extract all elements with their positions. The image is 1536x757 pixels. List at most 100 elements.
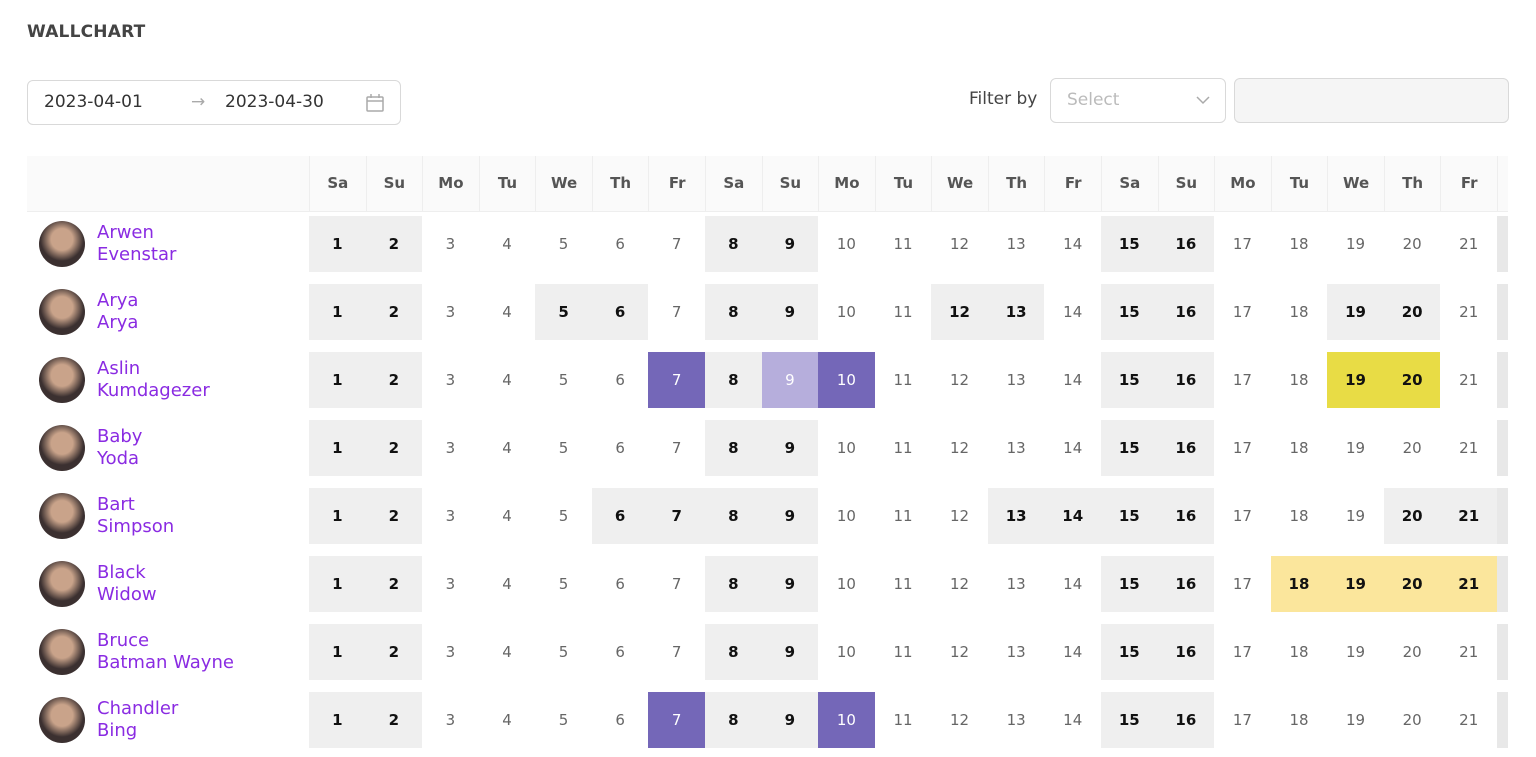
day-cell[interactable]: 16 [1157, 624, 1215, 680]
day-cell[interactable]: 8 [705, 488, 762, 544]
day-cell[interactable]: 6 [615, 371, 625, 389]
day-cell[interactable]: 2 [365, 420, 423, 476]
day-cell[interactable]: 3 [445, 439, 456, 457]
day-cell[interactable]: 5 [558, 235, 569, 253]
day-cell[interactable]: 6 [615, 711, 625, 729]
day-cell[interactable]: 7 [671, 575, 682, 593]
day-cell[interactable]: 16 [1157, 284, 1215, 340]
day-cell[interactable]: 16 [1157, 352, 1215, 408]
day-cell[interactable]: 11 [893, 643, 913, 661]
day-cell[interactable]: 19 [1346, 439, 1366, 457]
day-cell[interactable]: 6 [615, 235, 625, 253]
day-cell[interactable]: 19 [1327, 284, 1384, 340]
day-cell[interactable]: 4 [502, 439, 512, 457]
day-cell[interactable]: 9 [761, 556, 819, 612]
day-cell[interactable]: 21 [1440, 556, 1497, 612]
day-cell[interactable]: 10 [836, 303, 856, 321]
day-cell[interactable]: 20 [1383, 556, 1441, 612]
day-cell[interactable]: 1 [309, 284, 366, 340]
day-cell[interactable]: 6 [591, 488, 649, 544]
day-cell[interactable]: 20 [1402, 235, 1422, 253]
day-cell[interactable]: 6 [591, 284, 649, 340]
day-cell[interactable]: 18 [1289, 371, 1309, 389]
day-cell[interactable]: 19 [1346, 507, 1366, 525]
employee-name[interactable]: Chandler Bing [97, 698, 178, 742]
day-cell[interactable]: 3 [445, 711, 456, 729]
day-cell[interactable]: 5 [558, 711, 569, 729]
day-cell[interactable]: 6 [615, 643, 625, 661]
day-cell[interactable]: 16 [1157, 420, 1215, 476]
day-cell[interactable]: 19 [1327, 556, 1384, 612]
day-cell[interactable]: 9 [761, 420, 819, 476]
day-cell[interactable]: 4 [502, 235, 512, 253]
day-cell[interactable]: 17 [1232, 371, 1252, 389]
day-cell[interactable]: 4 [502, 507, 512, 525]
day-cell[interactable]: 9 [761, 488, 819, 544]
day-cell[interactable]: 12 [950, 235, 970, 253]
day-cell[interactable]: 15 [1101, 624, 1158, 680]
day-cell[interactable]: 7 [648, 488, 705, 544]
day-cell[interactable]: 17 [1232, 235, 1252, 253]
day-cell[interactable]: 20 [1383, 284, 1441, 340]
day-cell[interactable]: 2 [365, 352, 423, 408]
day-cell[interactable]: 14 [1063, 711, 1083, 729]
day-cell[interactable]: 2 [365, 624, 423, 680]
day-cell[interactable]: 3 [445, 575, 456, 593]
day-cell[interactable]: 2 [365, 216, 423, 272]
day-cell[interactable]: 17 [1232, 303, 1252, 321]
employee-name[interactable]: Bruce Batman Wayne [97, 630, 234, 674]
day-cell[interactable]: 8 [705, 284, 762, 340]
day-cell[interactable]: 2 [365, 556, 423, 612]
day-cell[interactable]: 20 [1383, 352, 1441, 408]
day-cell[interactable]: 8 [705, 556, 762, 612]
day-cell[interactable]: 7 [671, 303, 682, 321]
day-cell[interactable]: 11 [893, 711, 913, 729]
day-cell[interactable]: 12 [950, 439, 970, 457]
day-cell[interactable]: 11 [893, 439, 913, 457]
day-cell[interactable]: 4 [502, 371, 512, 389]
day-cell[interactable]: 18 [1289, 507, 1309, 525]
day-cell[interactable]: 5 [535, 284, 592, 340]
day-cell[interactable]: 10 [836, 575, 856, 593]
day-cell[interactable]: 13 [1006, 439, 1026, 457]
day-cell[interactable]: 15 [1101, 488, 1158, 544]
day-cell[interactable]: 18 [1289, 235, 1309, 253]
day-cell[interactable]: 21 [1440, 488, 1497, 544]
day-cell[interactable]: 10 [818, 352, 875, 408]
day-cell[interactable]: 11 [893, 235, 913, 253]
day-cell[interactable]: 10 [836, 439, 856, 457]
employee-name[interactable]: Arya Arya [97, 290, 138, 334]
day-cell[interactable]: 20 [1402, 711, 1422, 729]
day-cell[interactable]: 7 [648, 352, 705, 408]
day-cell[interactable]: 15 [1101, 352, 1158, 408]
day-cell[interactable]: 8 [705, 692, 762, 748]
day-cell[interactable]: 2 [365, 488, 423, 544]
date-range-picker[interactable]: 2023-04-01 → 2023-04-30 [27, 80, 401, 125]
day-cell[interactable]: 14 [1063, 575, 1083, 593]
day-cell[interactable]: 11 [893, 507, 913, 525]
day-cell[interactable]: 4 [502, 575, 512, 593]
day-cell[interactable]: 8 [705, 216, 762, 272]
day-cell[interactable]: 10 [836, 643, 856, 661]
day-cell[interactable]: 3 [445, 371, 456, 389]
day-cell[interactable]: 1 [309, 624, 366, 680]
employee-name[interactable]: Black Widow [97, 562, 157, 606]
day-cell[interactable]: 15 [1101, 284, 1158, 340]
day-cell[interactable]: 8 [705, 352, 762, 408]
day-cell[interactable]: 3 [445, 507, 456, 525]
day-cell[interactable]: 1 [309, 420, 366, 476]
day-cell[interactable]: 2 [365, 692, 423, 748]
day-cell[interactable]: 16 [1157, 556, 1215, 612]
day-cell[interactable]: 1 [309, 216, 366, 272]
day-cell[interactable]: 13 [1006, 575, 1026, 593]
day-cell[interactable]: 18 [1289, 439, 1309, 457]
day-cell[interactable]: 5 [558, 643, 569, 661]
day-cell[interactable]: 14 [1063, 371, 1083, 389]
day-cell[interactable]: 7 [671, 643, 682, 661]
day-cell[interactable]: 1 [309, 352, 366, 408]
day-cell[interactable]: 4 [502, 303, 512, 321]
day-cell[interactable]: 7 [648, 692, 705, 748]
day-cell[interactable]: 5 [558, 439, 569, 457]
day-cell[interactable]: 11 [893, 575, 913, 593]
day-cell[interactable]: 21 [1459, 643, 1479, 661]
